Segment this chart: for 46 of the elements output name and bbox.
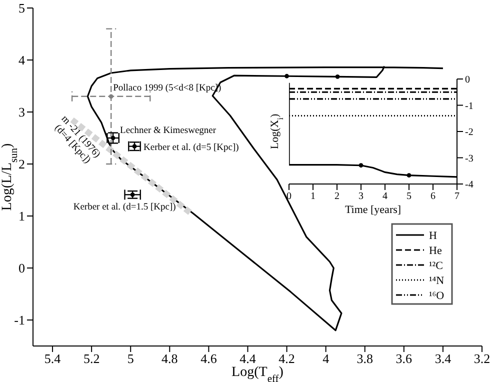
x-tick-label: 3.2 bbox=[474, 351, 490, 366]
x-tick-label: 7 bbox=[454, 191, 460, 202]
x-tick-label: 3.8 bbox=[356, 351, 373, 366]
point bbox=[110, 136, 116, 140]
legend-label: H bbox=[429, 230, 437, 242]
annotation: Kerber et al. (d=5 [Kpc]) bbox=[144, 142, 239, 153]
legend-label: He bbox=[429, 245, 442, 257]
annotation: Lechner & Kimeswegner bbox=[120, 126, 217, 136]
legend-label: ¹²C bbox=[429, 260, 443, 272]
y-tick-label: 1 bbox=[18, 208, 25, 224]
x-tick-label: 5 bbox=[406, 191, 412, 202]
y-tick-label: -1 bbox=[14, 312, 25, 328]
y-tick-label: -4 bbox=[465, 180, 474, 191]
y-tick-label: -1 bbox=[465, 100, 474, 112]
x-tick-label: 4 bbox=[322, 351, 330, 366]
x-axis-title: Time [years] bbox=[344, 204, 402, 216]
point bbox=[108, 94, 114, 99]
legend-label: ¹⁶O bbox=[429, 290, 444, 302]
y-tick-label: 4 bbox=[18, 52, 26, 68]
x-tick-label: 3.4 bbox=[434, 351, 452, 366]
x-tick-label: 4.8 bbox=[162, 351, 178, 366]
x-tick-label: 2 bbox=[334, 191, 340, 202]
y-tick-label: 3 bbox=[18, 104, 25, 120]
x-tick-label: 4.4 bbox=[240, 351, 256, 366]
y-tick-label: 5 bbox=[18, 0, 25, 16]
legend-label: ¹⁴N bbox=[429, 275, 444, 287]
x-tick-label: 0 bbox=[286, 191, 292, 202]
x-tick-label: 5 bbox=[127, 351, 134, 366]
x-tick-label: 3 bbox=[358, 191, 364, 202]
point bbox=[284, 74, 289, 78]
y-tick-label: 0 bbox=[465, 74, 470, 86]
annotation: Kerber et al. (d=1.5 [Kpc]) bbox=[73, 202, 176, 213]
x-axis-title: Log(T$_{eff}$) bbox=[232, 365, 284, 382]
x-tick-label: 1 bbox=[310, 191, 316, 202]
y-tick-label: 0 bbox=[18, 260, 25, 276]
x-tick-label: 3.6 bbox=[396, 351, 413, 366]
x-tick-label: 4.6 bbox=[200, 351, 218, 366]
x-tick-label: 5.2 bbox=[83, 351, 100, 366]
x-tick-label: 5.4 bbox=[44, 351, 62, 366]
y-tick-label: 2 bbox=[18, 156, 25, 172]
x-tick-label: 4 bbox=[382, 191, 388, 202]
x-tick-label: 6 bbox=[430, 191, 436, 202]
y-tick-label: -3 bbox=[465, 153, 474, 164]
point bbox=[335, 74, 340, 79]
y-tick-label: -2 bbox=[465, 127, 474, 138]
x-tick-label: 4.2 bbox=[278, 351, 295, 366]
